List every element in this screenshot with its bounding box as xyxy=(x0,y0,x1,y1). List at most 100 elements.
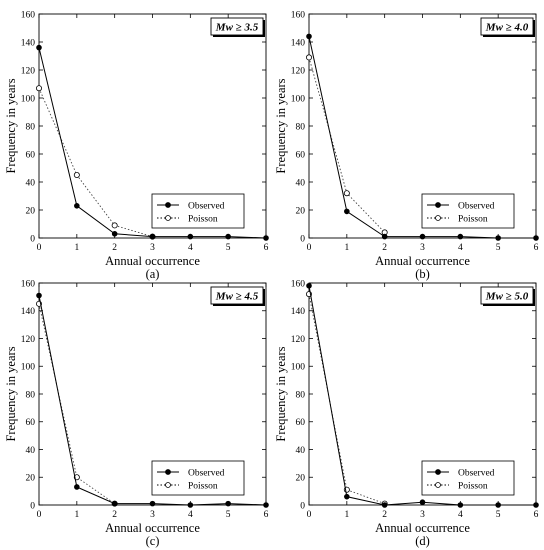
observed-point xyxy=(263,235,269,241)
poisson-line xyxy=(308,294,385,505)
y-tick-label: 0 xyxy=(300,234,305,244)
y-tick-label: 60 xyxy=(26,418,36,428)
y-tick-label: 160 xyxy=(291,10,306,20)
y-tick-label: 0 xyxy=(30,501,35,511)
x-tick-label: 1 xyxy=(344,243,349,253)
x-axis-label: Annual occurrence xyxy=(375,254,470,268)
x-tick-label: 4 xyxy=(458,243,463,253)
badge-shadow xyxy=(213,35,265,37)
observed-point xyxy=(187,502,194,508)
observed-point xyxy=(495,235,501,241)
legend-marker xyxy=(165,469,171,475)
x-tick-label: 1 xyxy=(74,510,79,520)
observed-point xyxy=(149,500,156,507)
legend-label: Observed xyxy=(458,201,495,211)
y-tick-label: 80 xyxy=(296,122,306,132)
y-tick-label: 0 xyxy=(30,234,35,244)
x-tick-label: 0 xyxy=(37,243,42,253)
y-axis-label: Frequency in years xyxy=(274,78,288,173)
y-tick-label: 20 xyxy=(26,474,36,484)
y-tick-label: 100 xyxy=(291,363,306,373)
poisson-point xyxy=(343,190,350,197)
legend-label: Poisson xyxy=(458,481,488,491)
x-tick-label: 0 xyxy=(37,510,42,520)
observed-point xyxy=(381,502,388,508)
legend-label: Observed xyxy=(188,201,225,211)
x-tick-label: 6 xyxy=(264,510,269,520)
x-tick-label: 2 xyxy=(382,243,387,253)
y-tick-label: 140 xyxy=(291,38,306,48)
x-tick-label: 0 xyxy=(307,510,312,520)
y-tick-label: 60 xyxy=(26,150,36,160)
poisson-line xyxy=(308,57,385,233)
x-tick-label: 1 xyxy=(74,243,79,253)
y-axis-label: Frequency in years xyxy=(274,346,288,441)
badge-shadow xyxy=(263,289,265,306)
x-tick-label: 4 xyxy=(458,510,463,520)
y-tick-label: 80 xyxy=(26,390,36,400)
x-tick-label: 3 xyxy=(150,243,155,253)
observed-point xyxy=(187,233,194,240)
y-tick-label: 160 xyxy=(21,279,36,289)
observed-point xyxy=(225,233,231,240)
y-tick-label: 80 xyxy=(26,122,36,132)
x-tick-label: 4 xyxy=(188,510,193,520)
observed-point xyxy=(533,502,539,508)
observed-point xyxy=(457,233,464,240)
observed-point xyxy=(419,233,426,240)
legend-label: Observed xyxy=(188,468,225,478)
y-tick-label: 120 xyxy=(21,66,36,76)
observed-point xyxy=(344,493,350,500)
observed-point xyxy=(263,502,269,508)
x-tick-label: 6 xyxy=(264,243,269,253)
y-tick-label: 120 xyxy=(291,66,306,76)
legend-marker xyxy=(165,482,171,488)
legend-box xyxy=(421,460,515,496)
badge-shadow xyxy=(263,20,265,37)
legend-label: Poisson xyxy=(188,481,218,491)
panel-label: (b) xyxy=(415,267,430,281)
poisson-line xyxy=(38,303,115,504)
y-tick-label: 120 xyxy=(291,335,306,345)
x-tick-label: 2 xyxy=(382,510,387,520)
y-tick-label: 40 xyxy=(296,446,306,456)
observed-point xyxy=(111,231,118,237)
y-tick-label: 40 xyxy=(296,178,306,188)
observed-point xyxy=(344,208,350,215)
poisson-line xyxy=(38,88,153,238)
x-tick-label: 5 xyxy=(226,243,231,253)
x-tick-label: 0 xyxy=(307,243,312,253)
badge-shadow xyxy=(533,20,535,37)
legend-label: Poisson xyxy=(188,214,218,224)
y-axis-label: Frequency in years xyxy=(4,346,18,441)
y-tick-label: 100 xyxy=(291,94,306,104)
legend-marker xyxy=(165,215,171,221)
badge-shadow xyxy=(483,304,535,306)
y-tick-label: 140 xyxy=(21,307,36,317)
legend-marker xyxy=(435,469,441,475)
x-tick-label: 6 xyxy=(534,243,539,253)
x-axis-label: Annual occurrence xyxy=(375,521,470,535)
y-tick-label: 120 xyxy=(21,335,36,345)
observed-point xyxy=(74,484,80,490)
legend-marker xyxy=(435,215,441,221)
y-axis-label: Frequency in years xyxy=(4,78,18,173)
legend-marker xyxy=(165,202,171,208)
magnitude-badge-text: Mw ≥ 4.0 xyxy=(485,22,529,34)
y-tick-label: 40 xyxy=(26,178,36,188)
badge-shadow xyxy=(483,35,535,37)
poisson-point xyxy=(36,85,43,92)
legend-marker xyxy=(435,202,441,208)
x-tick-label: 6 xyxy=(534,510,539,520)
y-tick-label: 140 xyxy=(291,307,306,317)
x-axis-label: Annual occurrence xyxy=(105,521,200,535)
magnitude-badge-text: Mw ≥ 3.5 xyxy=(215,22,259,34)
badge-shadow xyxy=(533,289,535,306)
observed-point xyxy=(419,499,426,506)
y-tick-label: 100 xyxy=(21,363,36,373)
y-tick-label: 60 xyxy=(296,150,306,160)
